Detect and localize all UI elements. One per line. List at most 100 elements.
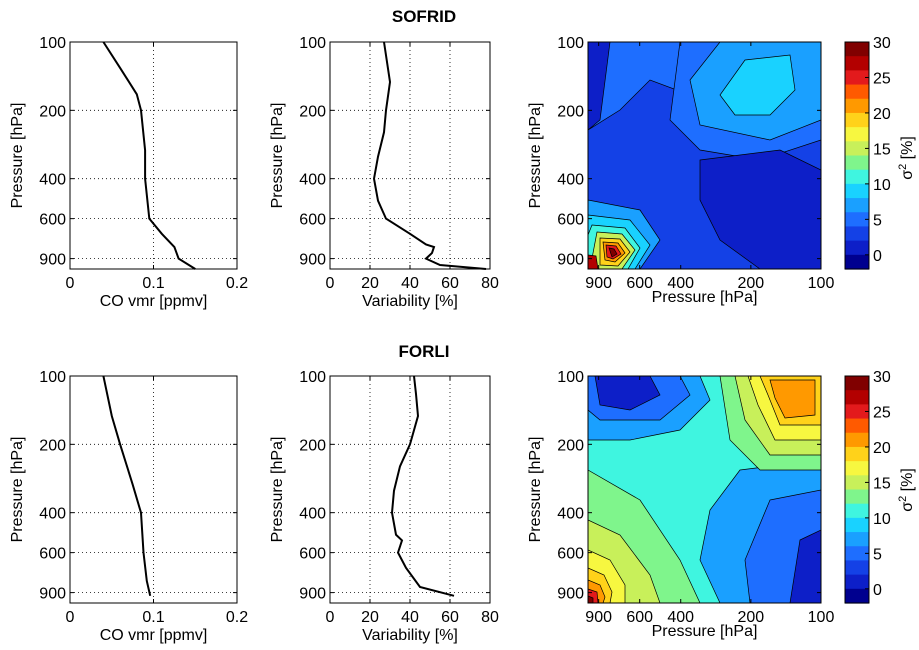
colorbar-tick-label: 5 — [873, 212, 882, 229]
panel-r1-c2: 900 600 400 200 100 Pressure [hPa] 100 200 400 60… — [527, 369, 834, 640]
x-tick-label: 600 — [626, 275, 653, 292]
colorbar-swatch — [845, 503, 869, 519]
y-tick-label: 100 — [557, 369, 584, 386]
y-tick-label: 100 — [557, 35, 584, 52]
y-tick-label: 400 — [299, 506, 326, 523]
x-tick-label: 40 — [401, 275, 419, 292]
colorbar-swatch — [845, 489, 869, 505]
y-axis-label: Pressure [hPa] — [527, 103, 544, 209]
colorbar-swatch — [845, 532, 869, 547]
y-tick-label: 900 — [39, 252, 66, 269]
x-tick-label: 0 — [326, 609, 335, 626]
x-tick-label: 200 — [738, 275, 765, 292]
colorbar-swatch — [845, 240, 869, 256]
y-tick-label: 200 — [299, 103, 326, 120]
colorbar-tick-label: 15 — [873, 141, 891, 158]
row-title-sofrid: SOFRID — [392, 7, 456, 26]
y-tick-label: 900 — [299, 586, 326, 603]
y-tick-label: 100 — [299, 35, 326, 52]
y-axis-label: Pressure [hPa] — [269, 103, 286, 209]
x-tick-label: 20 — [361, 275, 379, 292]
y-tick-label: 200 — [299, 437, 326, 454]
y-tick-label: 900 — [39, 586, 66, 603]
colorbar-frame — [844, 375, 870, 604]
colorbar-label-sofrid: σ2 [%] — [897, 136, 916, 180]
x-tick-label: 200 — [738, 609, 765, 626]
colorbar-tick-label: 20 — [873, 440, 891, 457]
y-axis-label: Pressure [hPa] — [9, 103, 26, 209]
y-tick-label: 900 — [557, 586, 584, 603]
colorbar-swatch — [845, 84, 869, 100]
y-tick-label: 600 — [39, 546, 66, 563]
y-axis-label: Pressure [hPa] — [527, 437, 544, 543]
x-axis-label: Pressure [hPa] — [652, 623, 758, 640]
y-tick-label: 400 — [39, 506, 66, 523]
y-tick-label: 200 — [557, 103, 584, 120]
y-tick-label: 400 — [299, 172, 326, 189]
x-tick-label: 0 — [326, 275, 335, 292]
y-tick-label: 100 — [39, 35, 66, 52]
y-tick-label: 200 — [39, 437, 66, 454]
colorbar-sofrid: 30 25 20 15 10 5 0 — [844, 35, 891, 270]
sofrid-covariance-contour — [588, 42, 821, 269]
x-tick-label: 0 — [66, 609, 75, 626]
panel-r0-c0: 0 0.1 0.2 CO vmr [ppmv] 100 200 400 600 900 Press… — [9, 35, 248, 310]
colorbar-swatch — [845, 475, 869, 491]
x-axis-label: CO vmr [ppmv] — [100, 627, 208, 644]
colorbar-swatch — [845, 461, 869, 476]
colorbar-tick-label: 30 — [873, 35, 891, 52]
colorbar-forli: 30 25 20 15 10 5 0 — [844, 369, 891, 604]
colorbar-label-forli: σ2 [%] — [897, 468, 916, 512]
colorbar-swatch — [845, 432, 869, 448]
colorbar-swatch — [845, 418, 869, 434]
x-tick-label: 80 — [481, 275, 499, 292]
colorbar-swatch — [845, 42, 869, 57]
y-tick-label: 900 — [557, 252, 584, 269]
colorbar-tick-label: 25 — [873, 404, 891, 421]
y-tick-label: 600 — [557, 212, 584, 229]
colorbar-swatch — [845, 546, 869, 562]
colorbar-tick-label: 10 — [873, 511, 891, 528]
profile-line — [390, 375, 455, 597]
y-tick-label: 100 — [299, 369, 326, 386]
colorbar-tick-label: 15 — [873, 475, 891, 492]
forli-covariance-contour — [588, 376, 821, 603]
panel-r1-c1: 0 20 40 60 80 Variability [%] 100 200 400 600 900 P… — [269, 369, 499, 644]
panel-r0-c1: 0 20 40 60 80 Variability [%] 100 200 400 600 900 P… — [269, 35, 499, 310]
colorbar-swatch — [845, 517, 869, 533]
colorbar-swatch — [845, 70, 869, 86]
colorbar-tick-label: 20 — [873, 106, 891, 123]
forli-contour-frame — [587, 375, 822, 604]
colorbar-tick-label: 0 — [873, 248, 882, 265]
sofrid-contour-frame — [587, 41, 822, 270]
y-tick-label: 400 — [557, 172, 584, 189]
x-tick-label: 0.2 — [226, 609, 248, 626]
colorbar-swatch — [845, 169, 869, 185]
colorbar-swatch — [845, 155, 869, 171]
colorbar-frame — [844, 41, 870, 270]
x-tick-label: 100 — [808, 275, 835, 292]
x-tick-label: 0.1 — [142, 275, 164, 292]
colorbar-swatch — [845, 226, 869, 242]
y-tick-label: 400 — [557, 506, 584, 523]
x-tick-label: 60 — [441, 609, 459, 626]
profile-line — [372, 41, 487, 270]
x-tick-label: 20 — [361, 609, 379, 626]
y-tick-label: 600 — [557, 546, 584, 563]
y-axis-label: Pressure [hPa] — [9, 437, 26, 543]
colorbar-swatch — [845, 560, 869, 576]
x-axis-label: Variability [%] — [362, 627, 458, 644]
y-tick-label: 600 — [39, 212, 66, 229]
colorbar-swatch — [845, 112, 869, 128]
panel-r0-c2: 900 600 400 200 100 Pressure [hPa] 100 200 400 60… — [527, 35, 834, 306]
colorbar-swatch — [845, 588, 869, 604]
y-tick-label: 100 — [39, 369, 66, 386]
x-axis-label: CO vmr [ppmv] — [100, 293, 208, 310]
x-tick-label: 900 — [585, 609, 612, 626]
colorbar-swatch — [845, 212, 869, 228]
x-tick-label: 40 — [401, 609, 419, 626]
colorbar-swatch — [845, 376, 869, 391]
x-tick-label: 400 — [667, 609, 694, 626]
y-tick-label: 400 — [39, 172, 66, 189]
y-tick-label: 600 — [299, 212, 326, 229]
